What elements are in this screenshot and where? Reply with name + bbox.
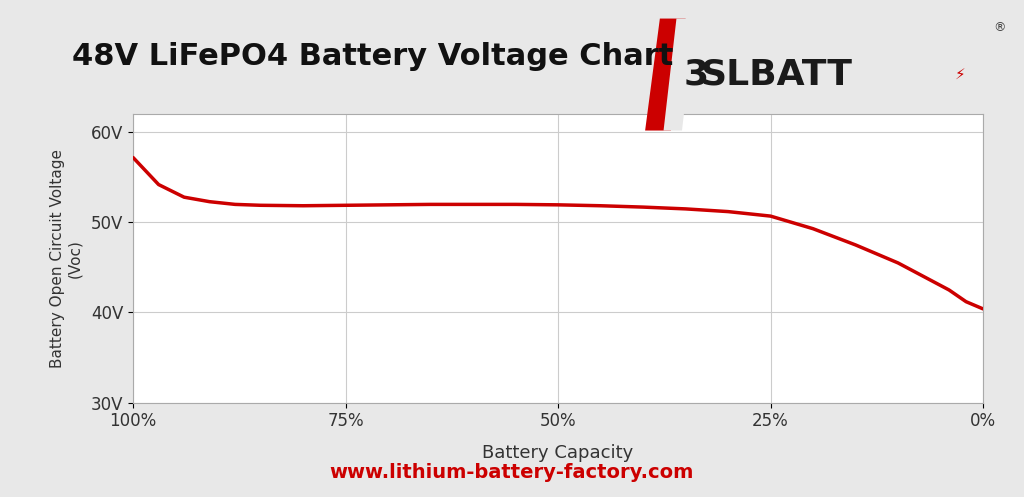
Text: ⚡: ⚡ — [955, 67, 966, 82]
Y-axis label: Battery Open Circuit Voltage
(Voc): Battery Open Circuit Voltage (Voc) — [50, 149, 83, 368]
Text: www.lithium-battery-factory.com: www.lithium-battery-factory.com — [330, 463, 694, 482]
Text: SLBATT: SLBATT — [700, 58, 852, 91]
Text: ®: ® — [992, 21, 1006, 34]
Polygon shape — [664, 18, 695, 131]
Polygon shape — [645, 18, 686, 131]
X-axis label: Battery Capacity: Battery Capacity — [482, 444, 634, 462]
Text: 48V LiFePO4 Battery Voltage Chart: 48V LiFePO4 Battery Voltage Chart — [72, 42, 673, 71]
Text: 3: 3 — [684, 58, 709, 91]
